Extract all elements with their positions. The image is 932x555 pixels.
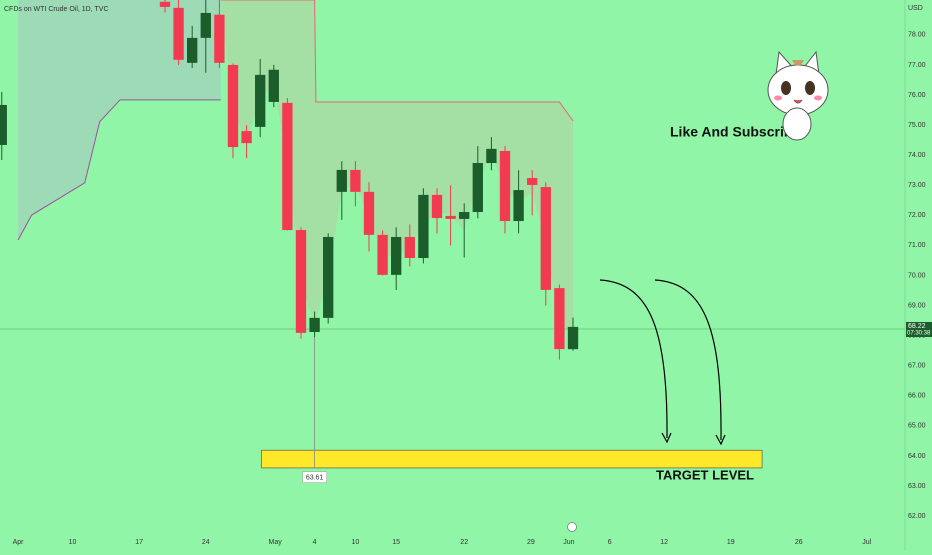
- candle-body: [459, 212, 470, 219]
- candle-body: [255, 74, 266, 127]
- x-tick-label: 12: [660, 539, 668, 546]
- candle-body: [486, 148, 497, 163]
- candle-body: [350, 169, 361, 192]
- candle-body: [363, 191, 375, 235]
- low-marker-box: [302, 471, 327, 483]
- y-tick-label: 72.00: [908, 212, 926, 219]
- x-tick-label: 24: [202, 539, 210, 546]
- y-tick-label: 76.00: [908, 92, 926, 99]
- y-tick-label: 70.00: [908, 272, 926, 279]
- x-tick-label: Apr: [13, 539, 25, 546]
- y-tick-label: 78.00: [908, 32, 926, 39]
- x-tick-label: 26: [795, 539, 803, 546]
- trend-line: [17, 99, 221, 241]
- candle-body: [159, 1, 171, 7]
- y-tick-label: 64.00: [908, 453, 926, 460]
- x-tick-label: 10: [69, 539, 77, 546]
- x-tick-label: 19: [727, 539, 735, 546]
- last-price-label: 68.22: [908, 323, 926, 330]
- x-tick-label: 22: [460, 539, 468, 546]
- candle-body: [499, 150, 511, 222]
- y-tick-label: 67.00: [908, 363, 926, 370]
- x-tick-label: 10: [351, 539, 359, 546]
- y-tick-label: 62.00: [908, 513, 926, 520]
- candle-body: [282, 102, 293, 231]
- candle-body: [227, 64, 239, 148]
- event-icon: [567, 522, 577, 532]
- low-marker-label: 63.61: [306, 474, 324, 481]
- candle-body: [472, 162, 483, 213]
- candle-body: [431, 194, 443, 219]
- y-tick-label: 77.00: [908, 62, 926, 69]
- x-tick-label: 29: [527, 539, 535, 546]
- candle-body: [418, 194, 429, 259]
- candle-body: [404, 236, 415, 259]
- candle-body: [567, 326, 579, 350]
- chart-title: CFDs on WTI Crude Oil, 1D, TVC: [4, 6, 109, 13]
- candle-body: [0, 104, 7, 145]
- candle-body: [173, 7, 184, 60]
- candle-body: [241, 131, 252, 144]
- y-tick-label: 75.00: [908, 122, 926, 129]
- y-tick-label: 69.00: [908, 302, 926, 309]
- x-tick-label: 4: [313, 539, 317, 546]
- arrow: [654, 279, 722, 441]
- y-tick-label: 66.00: [908, 393, 926, 400]
- candle-body: [377, 234, 388, 275]
- last-price-tag: [906, 321, 932, 337]
- candle-body: [268, 69, 279, 102]
- trend-line: [220, 0, 574, 122]
- countdown: 07:30:38: [907, 331, 931, 337]
- arrow: [599, 279, 668, 439]
- y-tick-label: 65.00: [908, 423, 926, 430]
- candle-body: [391, 236, 402, 275]
- trend-fill: [18, 0, 221, 240]
- candle-body: [323, 236, 334, 318]
- arrow-head: [661, 432, 672, 444]
- x-tick-label: Jul: [862, 539, 871, 546]
- candle-body: [295, 230, 307, 333]
- x-tick-label: 15: [392, 539, 400, 546]
- x-tick-label: 6: [608, 539, 612, 546]
- trend-fill: [220, 0, 574, 335]
- candle-body: [336, 169, 347, 192]
- candle-body: [187, 37, 198, 63]
- candle-body: [445, 215, 456, 219]
- annotation: Like And Subscribe: [670, 124, 800, 140]
- x-tick-label: 17: [135, 539, 143, 546]
- arrow-head: [715, 434, 726, 446]
- candle-body: [527, 178, 538, 185]
- y-tick-label: 63.00: [908, 483, 926, 490]
- y-tick-label: 71.00: [908, 242, 926, 249]
- y-tick-label: 73.00: [908, 182, 926, 189]
- candle-body: [200, 12, 211, 38]
- currency: USD: [908, 5, 923, 12]
- x-tick-label: May: [269, 539, 283, 546]
- candle-body: [554, 288, 565, 350]
- candle-body: [540, 187, 551, 290]
- candle-body: [513, 190, 524, 222]
- x-tick-label: Jun: [563, 539, 574, 546]
- target-zone: [261, 449, 763, 469]
- target-label: TARGET LEVEL: [656, 467, 754, 482]
- candle-body: [309, 317, 320, 333]
- candle-body: [214, 14, 225, 63]
- cat-sticker: [767, 50, 829, 141]
- y-tick-label: 74.00: [908, 152, 926, 159]
